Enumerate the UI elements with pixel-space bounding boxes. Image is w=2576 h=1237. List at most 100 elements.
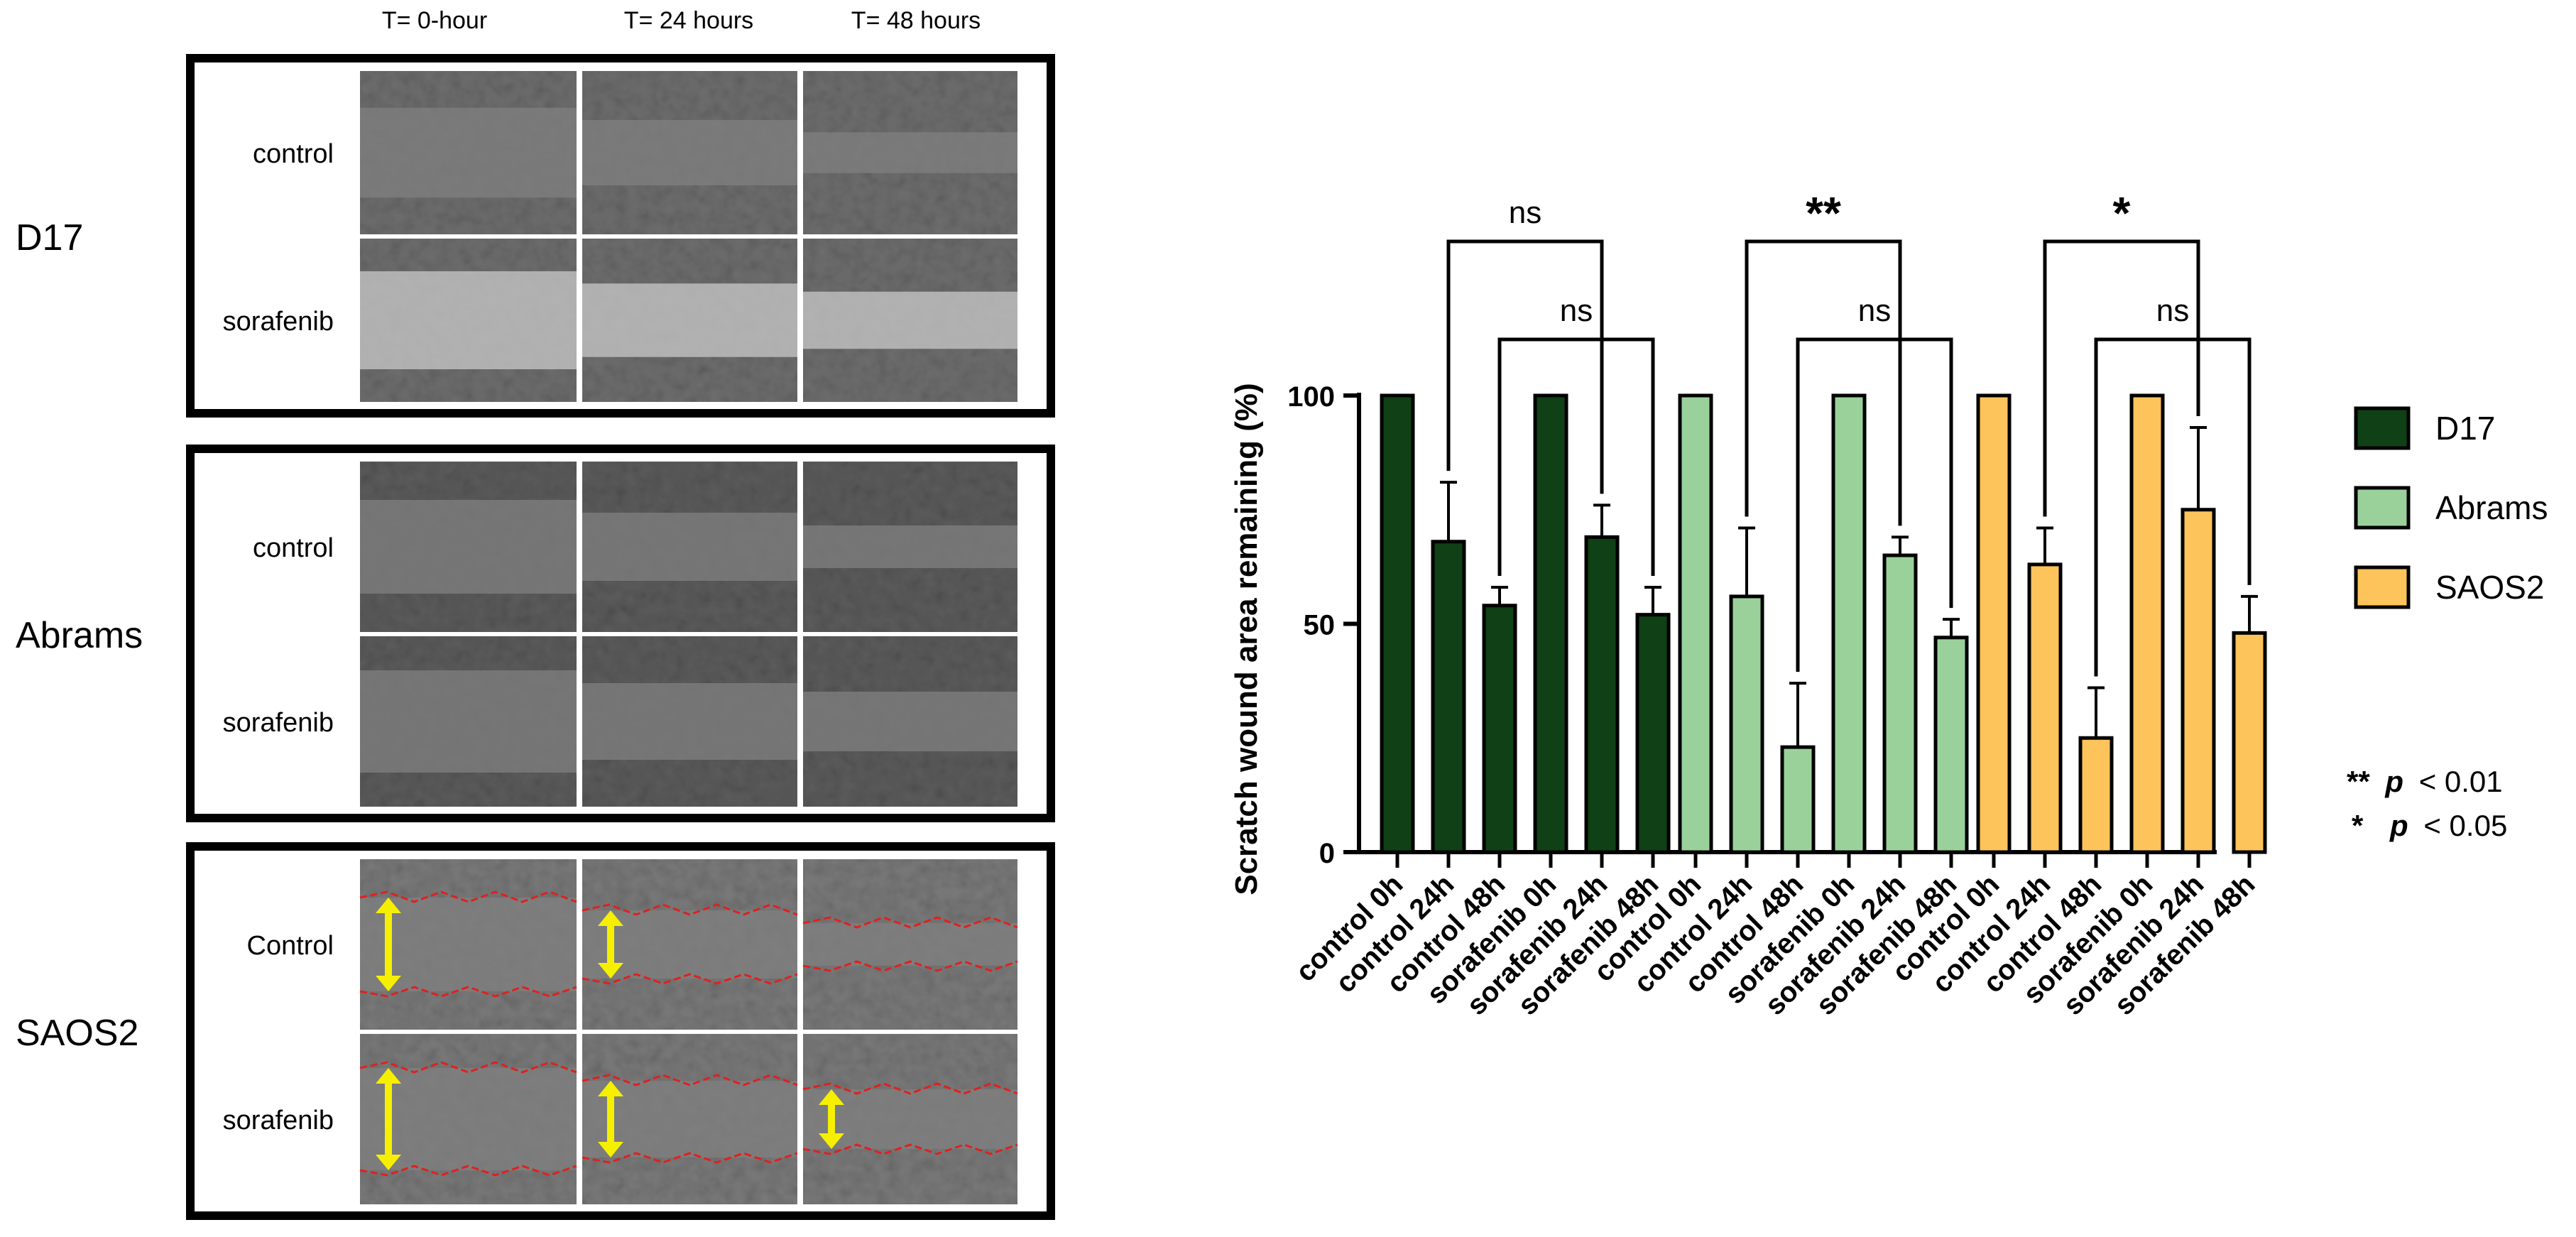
significance-label-lower: ns: [1858, 293, 1891, 328]
wound-edge-lower: [802, 1143, 1018, 1155]
bar-abrams-1: [1729, 594, 1764, 854]
micrograph-image: [360, 636, 577, 807]
cell-line-group-0: D17 control sorafenib: [16, 54, 1055, 418]
significance-bracket-upper: [1446, 239, 1604, 494]
wound-edge-lower: [582, 1152, 798, 1164]
significance-bracket-upper: [2043, 239, 2200, 517]
micrograph-image: [582, 71, 797, 234]
micrograph-image: [582, 1034, 798, 1204]
wound-width-arrow: [376, 898, 401, 991]
bar-saos2-2: [2078, 736, 2114, 854]
note-p-1: p: [2384, 765, 2403, 798]
legend-swatch-d17: [2354, 406, 2411, 450]
bar-abrams-3: [1831, 393, 1867, 854]
micrograph-image: [360, 462, 577, 632]
wound-edge-upper: [582, 1074, 798, 1086]
significance-bracket-upper: [1745, 239, 1902, 526]
micrograph-image: [802, 859, 1018, 1030]
micrograph-image: [582, 859, 798, 1030]
bar-d17-5: [1635, 613, 1671, 854]
bar-abrams-4: [1882, 553, 1918, 854]
bar-chart: Scratch wound area remaining (%) 050100 …: [1229, 187, 2548, 1021]
micrograph-image: [803, 462, 1017, 632]
bar-saos2-4: [2181, 508, 2216, 854]
micrograph-image: [803, 636, 1017, 807]
bar-d17-4: [1584, 535, 1620, 854]
bar-d17-1: [1431, 540, 1466, 854]
note-threshold-1: < 0.01: [2419, 765, 2503, 798]
wound-width-arrow: [598, 1081, 623, 1157]
bar-saos2-0: [1976, 393, 2012, 854]
significance-label-upper: ns: [1509, 195, 1541, 230]
wound-edge-lower: [802, 960, 1018, 972]
condition-label: sorafenib: [223, 307, 334, 337]
bar-abrams-5: [1933, 636, 1969, 854]
wound-edge-upper: [802, 1082, 1018, 1095]
significance-bracket-lower: [1497, 337, 1655, 577]
significance-bracket-lower: [2094, 337, 2252, 677]
condition-label: sorafenib: [223, 708, 334, 738]
note-p-2: p: [2389, 809, 2408, 842]
condition-label: control: [253, 533, 334, 563]
bar-saos2-5: [2232, 631, 2267, 854]
wound-edge-upper: [359, 1061, 577, 1074]
note-stars-1: **: [2347, 765, 2370, 798]
micrograph-image: [803, 239, 1017, 402]
cell-line-group-2: SAOS2 Control sorafenib: [16, 842, 1055, 1220]
micrograph-image: [359, 859, 577, 1030]
significance-note: ** p < 0.01 * p < 0.05: [2347, 765, 2507, 842]
wound-edge-lower: [582, 973, 798, 985]
time-header-24h: T= 24 hours: [624, 7, 753, 34]
micrograph-image: [359, 1034, 577, 1204]
bar-d17-2: [1482, 604, 1517, 854]
note-stars-2: *: [2352, 809, 2364, 842]
significance-label-lower: ns: [2156, 293, 2189, 328]
cell-line-label: SAOS2: [16, 1013, 138, 1054]
micrograph-panel: T= 0-hour T= 24 hours T= 48 hours D17 con…: [16, 7, 1055, 1220]
cell-line-label: Abrams: [16, 615, 143, 656]
micrograph-image: [582, 462, 797, 632]
micrograph-image: [582, 636, 797, 807]
micrograph-image: [360, 71, 577, 234]
time-header-48h: T= 48 hours: [851, 7, 981, 34]
y-axis-label: Scratch wound area remaining (%): [1229, 383, 1264, 895]
wound-edge-lower: [359, 986, 577, 998]
legend-swatch-saos2: [2354, 565, 2411, 609]
wound-edge-lower: [359, 1165, 577, 1177]
bar-abrams-0: [1678, 393, 1713, 854]
y-tick-label: 100: [1287, 381, 1335, 413]
note-line-2: * p < 0.05: [2352, 809, 2507, 842]
bar-saos2-3: [2129, 393, 2165, 854]
cell-line-group-1: Abrams control sorafenib: [16, 445, 1055, 822]
bar-d17-3: [1533, 393, 1568, 854]
wound-edge-upper: [802, 916, 1018, 929]
y-tick-label: 0: [1319, 838, 1335, 869]
condition-label: sorafenib: [223, 1106, 334, 1135]
note-threshold-2: < 0.05: [2423, 809, 2507, 842]
wound-width-arrow: [819, 1089, 844, 1149]
micrograph-image: [582, 239, 797, 402]
legend: D17 Abrams SAOS2: [2354, 406, 2548, 609]
wound-width-arrow: [598, 910, 623, 979]
micrograph-image: [802, 1034, 1018, 1204]
significance-label-upper: **: [1806, 187, 1841, 239]
bar-saos2-1: [2027, 562, 2063, 854]
time-header-0h: T= 0-hour: [382, 7, 487, 34]
significance-bracket-lower: [1796, 337, 1953, 672]
bar-d17-0: [1380, 393, 1415, 854]
legend-label: SAOS2: [2435, 569, 2544, 606]
micrograph-image: [803, 71, 1017, 234]
legend-swatch-abrams: [2354, 486, 2411, 530]
legend-label: D17: [2435, 410, 2495, 447]
micrograph-image: [360, 239, 577, 402]
note-line-1: ** p < 0.01: [2347, 765, 2503, 798]
y-tick-label: 50: [1304, 610, 1336, 641]
wound-edge-upper: [582, 903, 798, 916]
condition-label: Control: [247, 931, 334, 961]
wound-width-arrow: [376, 1068, 401, 1170]
significance-label-lower: ns: [1560, 293, 1593, 328]
wound-edge-upper: [359, 890, 577, 903]
significance-label-upper: *: [2113, 187, 2131, 239]
cell-line-label: D17: [16, 217, 83, 258]
